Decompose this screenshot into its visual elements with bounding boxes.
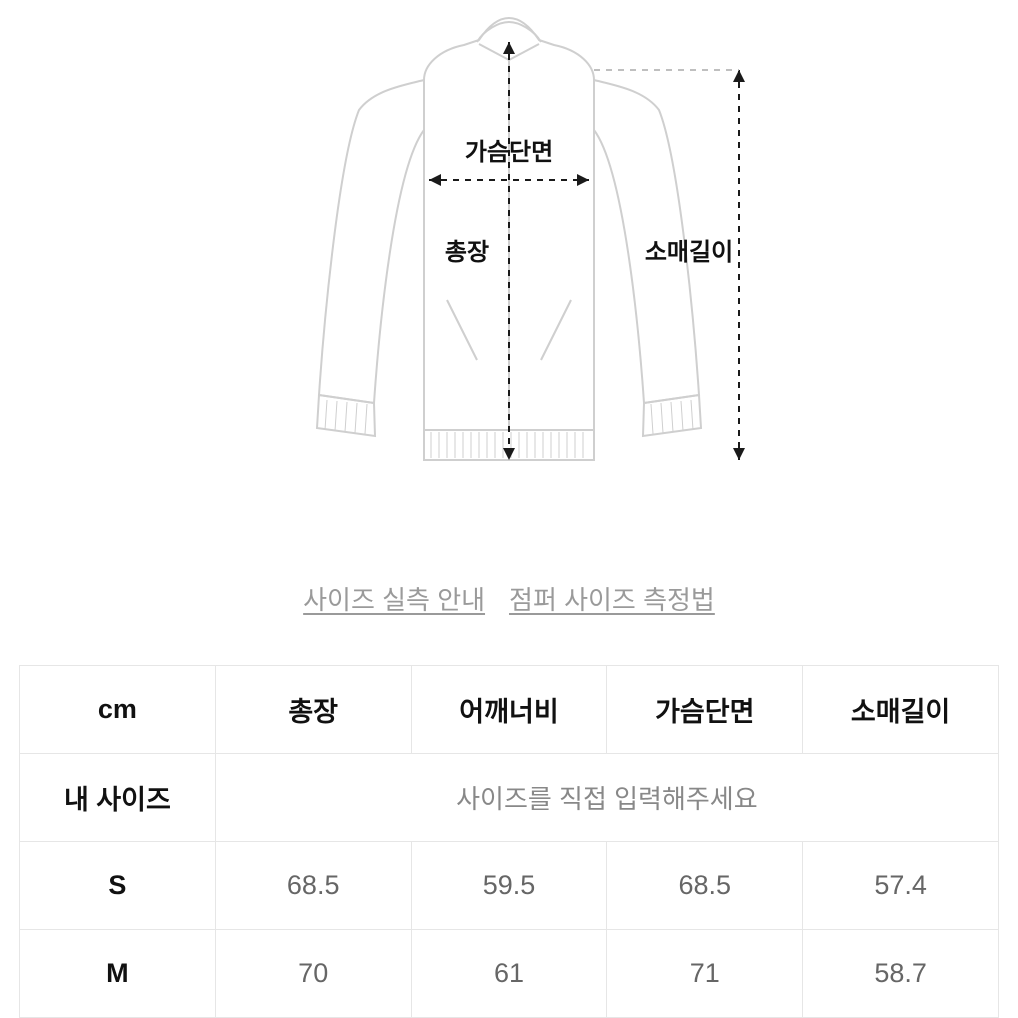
length-label: 총장 [445, 239, 489, 266]
size-m-chest: 71 [607, 930, 803, 1018]
size-m-shoulder: 61 [411, 930, 607, 1018]
jacket-diagram: 가슴단면 총장 소매길이 [0, 0, 1018, 520]
my-size-placeholder[interactable]: 사이즈를 직접 입력해주세요 [215, 754, 998, 842]
size-m-sleeve: 58.7 [803, 930, 999, 1018]
col-sleeve: 소매길이 [803, 666, 999, 754]
size-method-link[interactable]: 점퍼 사이즈 측정법 [509, 580, 715, 617]
my-size-row[interactable]: 내 사이즈 사이즈를 직접 입력해주세요 [20, 754, 999, 842]
size-s-sleeve: 57.4 [803, 842, 999, 930]
sleeve-label: 소매길이 [645, 239, 733, 266]
size-s-length: 68.5 [215, 842, 411, 930]
size-label-s: S [20, 842, 216, 930]
size-row-s: S 68.5 59.5 68.5 57.4 [20, 842, 999, 930]
table-header-row: cm 총장 어깨너비 가슴단면 소매길이 [20, 666, 999, 754]
col-chest: 가슴단면 [607, 666, 803, 754]
col-shoulder: 어깨너비 [411, 666, 607, 754]
my-size-label: 내 사이즈 [20, 754, 216, 842]
size-s-chest: 68.5 [607, 842, 803, 930]
size-label-m: M [20, 930, 216, 1018]
unit-header: cm [20, 666, 216, 754]
size-links: 사이즈 실측 안내 점퍼 사이즈 측정법 [303, 580, 715, 617]
chest-label: 가슴단면 [465, 139, 553, 166]
size-s-shoulder: 59.5 [411, 842, 607, 930]
col-length: 총장 [215, 666, 411, 754]
size-guide-link[interactable]: 사이즈 실측 안내 [303, 580, 485, 617]
size-m-length: 70 [215, 930, 411, 1018]
size-row-m: M 70 61 71 58.7 [20, 930, 999, 1018]
size-table: cm 총장 어깨너비 가슴단면 소매길이 내 사이즈 사이즈를 직접 입력해주세… [19, 665, 999, 1018]
